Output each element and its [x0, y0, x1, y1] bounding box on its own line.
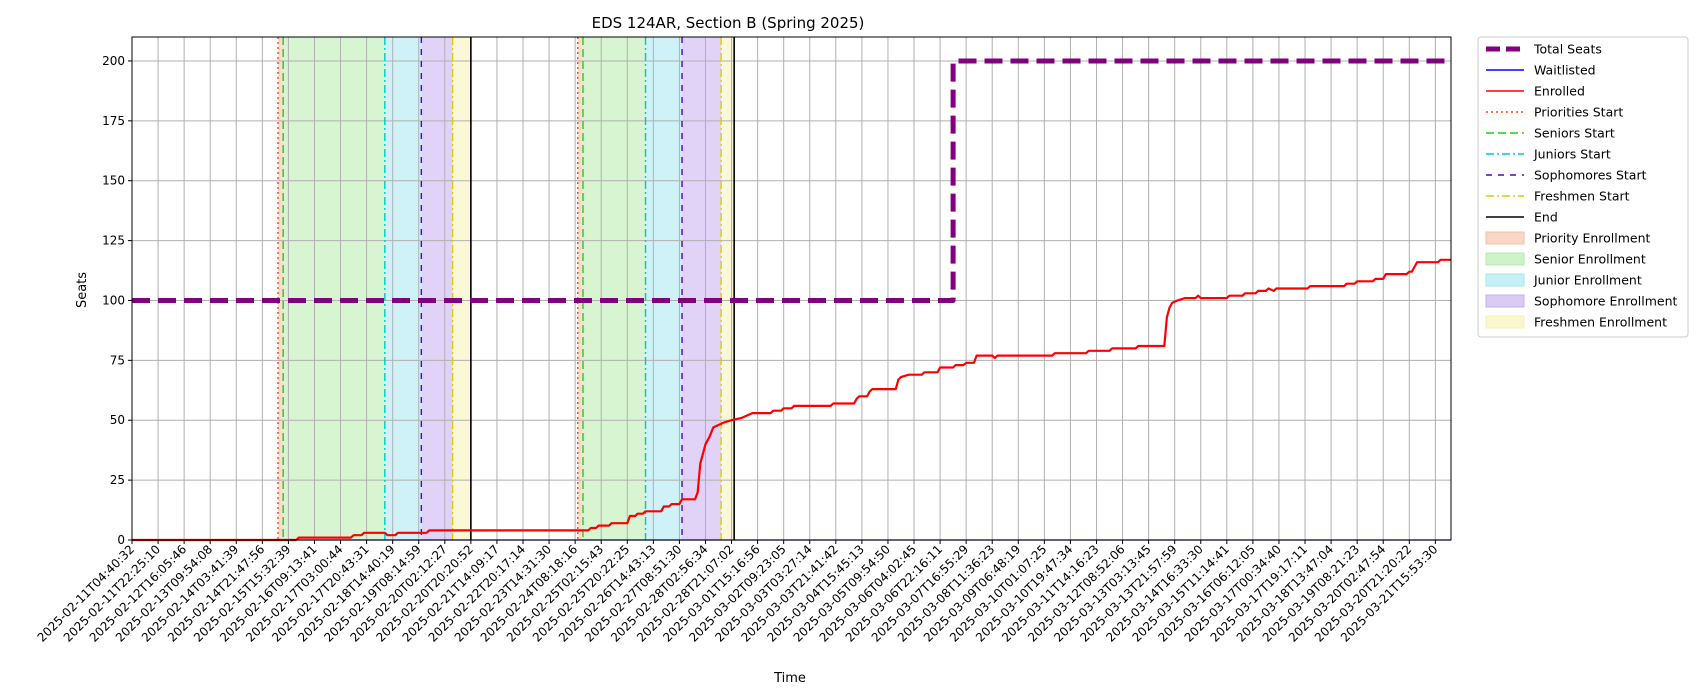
y-axis: 0 25 50 75 100 125 150 175 200 [102, 54, 132, 547]
shaded-region [721, 37, 735, 540]
chart-title: EDS 124AR, Section B (Spring 2025) [592, 14, 865, 32]
y-tick-label: 200 [102, 54, 125, 68]
legend-label: Freshmen Start [1534, 189, 1630, 204]
y-axis-label: Seats [75, 272, 90, 308]
legend-label: Junior Enrollment [1533, 273, 1642, 288]
y-tick-label: 50 [110, 413, 125, 427]
series-line [132, 58, 1451, 303]
legend-label: End [1534, 210, 1558, 225]
y-tick-label: 100 [102, 293, 125, 307]
legend-swatch [1485, 252, 1525, 266]
shaded-region [645, 37, 683, 540]
legend-label: Freshmen Enrollment [1534, 315, 1667, 330]
shaded-region [452, 37, 471, 540]
y-tick-label: 175 [102, 114, 125, 128]
legend-label: Waitlisted [1534, 63, 1596, 78]
x-axis: 2025-02-11T04:40:322025-02-11T22:25:1020… [35, 540, 1440, 645]
phase-lines [277, 37, 735, 540]
legend-label: Priority Enrollment [1534, 231, 1651, 246]
plot-frame [131, 36, 1452, 541]
legend-label: Sophomores Start [1534, 168, 1647, 183]
y-tick-label: 150 [102, 174, 125, 188]
y-tick-label: 0 [117, 533, 125, 547]
legend-label: Seniors Start [1534, 126, 1615, 141]
shaded-region [384, 37, 422, 540]
legend-swatch [1485, 231, 1525, 245]
shaded-region [277, 37, 284, 540]
legend-swatch [1485, 273, 1525, 287]
y-tick-label: 75 [110, 353, 125, 367]
x-axis-label: Time [773, 671, 806, 686]
shaded-regions [277, 37, 735, 540]
legend-label: Sophomore Enrollment [1534, 294, 1678, 309]
y-tick-label: 25 [110, 473, 125, 487]
shaded-region [577, 37, 583, 540]
series-line [132, 258, 1451, 542]
legend: Total Seats Waitlisted Enrolled Priorities … [1477, 36, 1689, 338]
shaded-region [582, 37, 646, 540]
legend-label: Juniors Start [1533, 147, 1611, 162]
shaded-region [283, 37, 385, 540]
legend-label: Enrolled [1534, 84, 1585, 99]
shaded-region [682, 37, 722, 540]
legend-swatch [1485, 294, 1525, 308]
legend-label: Priorities Start [1534, 105, 1623, 120]
legend-swatch [1485, 315, 1525, 329]
legend-box [1477, 36, 1689, 338]
legend-label: Total Seats [1533, 42, 1602, 57]
shaded-region [421, 37, 453, 540]
legend-label: Senior Enrollment [1534, 252, 1646, 267]
y-tick-label: 125 [102, 234, 125, 248]
